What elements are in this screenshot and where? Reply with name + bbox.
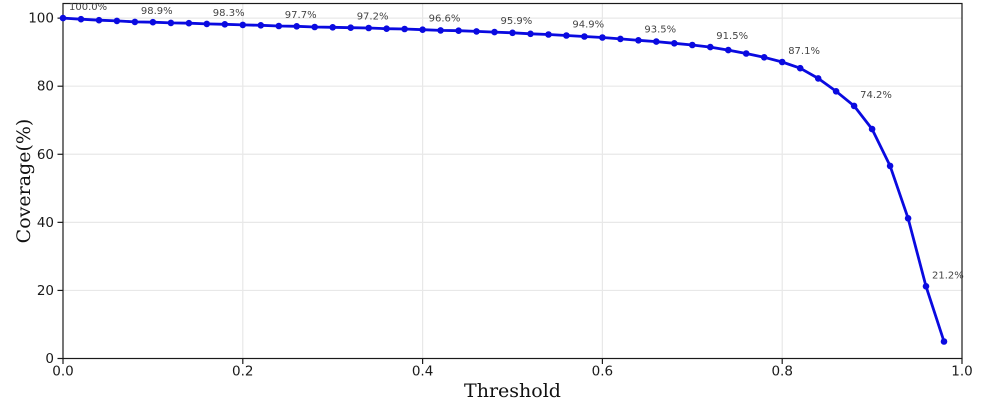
y-tick-label: 100 xyxy=(28,11,54,27)
x-tick-label: 0.6 xyxy=(592,364,613,380)
point-annotation: 94.9% xyxy=(572,20,604,31)
data-point-marker xyxy=(922,283,930,290)
y-axis-label: Coverage(%) xyxy=(13,119,35,244)
x-tick-label: 0.2 xyxy=(232,364,253,380)
data-point-marker xyxy=(617,35,624,43)
data-point-marker xyxy=(940,338,948,345)
y-tick-label: 60 xyxy=(37,147,54,163)
data-point-marker xyxy=(832,88,840,95)
data-point-marker xyxy=(671,40,678,47)
data-point-marker xyxy=(401,25,408,33)
data-point-marker xyxy=(742,50,750,57)
data-point-marker xyxy=(149,18,157,26)
x-tick-label: 1.0 xyxy=(951,364,972,380)
point-annotation: 87.1% xyxy=(788,46,820,57)
data-point-marker xyxy=(796,64,804,72)
data-point-marker xyxy=(545,31,552,38)
x-axis-label: Threshold xyxy=(464,380,561,402)
point-annotation: 97.2% xyxy=(357,12,389,23)
data-point-marker xyxy=(760,54,768,61)
data-point-marker xyxy=(437,27,444,34)
data-point-marker xyxy=(778,58,786,66)
data-point-marker xyxy=(329,24,337,31)
point-annotation: 21.2% xyxy=(932,270,964,281)
point-annotation: 91.5% xyxy=(716,31,748,42)
data-point-marker xyxy=(635,37,642,44)
data-point-marker xyxy=(113,17,121,25)
data-point-marker xyxy=(311,23,319,31)
data-point-marker xyxy=(221,21,229,28)
data-point-marker xyxy=(167,19,175,27)
x-tick-label: 0.0 xyxy=(52,364,73,380)
data-point-marker xyxy=(509,29,516,37)
data-point-marker xyxy=(599,34,606,41)
data-point-marker xyxy=(653,38,660,45)
point-annotation: 98.9% xyxy=(141,6,173,17)
point-annotation: 93.5% xyxy=(644,24,676,35)
data-point-marker xyxy=(257,22,265,29)
data-point-marker xyxy=(275,22,283,30)
point-annotation: 97.7% xyxy=(285,10,317,21)
x-tick-label: 0.4 xyxy=(412,364,433,380)
y-tick-label: 20 xyxy=(37,283,54,299)
data-point-marker xyxy=(455,27,462,34)
data-point-marker xyxy=(689,41,696,49)
data-point-marker xyxy=(95,16,103,24)
data-point-marker xyxy=(365,24,373,32)
data-point-marker xyxy=(814,75,822,82)
data-point-marker xyxy=(239,21,247,29)
point-annotation: 96.6% xyxy=(429,14,461,25)
data-point-marker xyxy=(886,162,894,170)
data-point-marker xyxy=(563,32,570,39)
data-point-marker xyxy=(203,20,211,28)
data-point-marker xyxy=(904,215,912,222)
data-point-marker xyxy=(77,15,85,23)
y-tick-label: 80 xyxy=(37,79,54,95)
point-annotation: 95.9% xyxy=(501,16,533,27)
data-point-marker xyxy=(131,18,139,26)
data-point-marker xyxy=(473,28,480,35)
data-point-marker xyxy=(185,19,193,27)
x-tick-label: 0.8 xyxy=(771,364,792,380)
point-annotation: 74.2% xyxy=(860,90,892,101)
coverage-line xyxy=(61,16,946,343)
data-point-marker xyxy=(293,23,301,30)
point-annotation: 100.0% xyxy=(69,2,107,13)
plot-border xyxy=(62,2,963,360)
data-point-marker xyxy=(725,46,732,54)
data-point-marker xyxy=(707,43,714,51)
data-point-marker xyxy=(581,33,588,40)
data-point-marker xyxy=(868,125,876,133)
point-annotation: 98.3% xyxy=(213,8,245,19)
data-point-marker xyxy=(491,28,498,36)
data-point-marker xyxy=(527,30,534,38)
data-point-marker xyxy=(850,102,858,110)
data-point-marker xyxy=(383,25,390,32)
data-point-marker xyxy=(59,14,67,22)
y-tick-label: 0 xyxy=(45,351,54,367)
data-point-marker xyxy=(347,24,355,32)
y-tick-label: 40 xyxy=(37,215,54,231)
data-point-marker xyxy=(419,26,426,33)
